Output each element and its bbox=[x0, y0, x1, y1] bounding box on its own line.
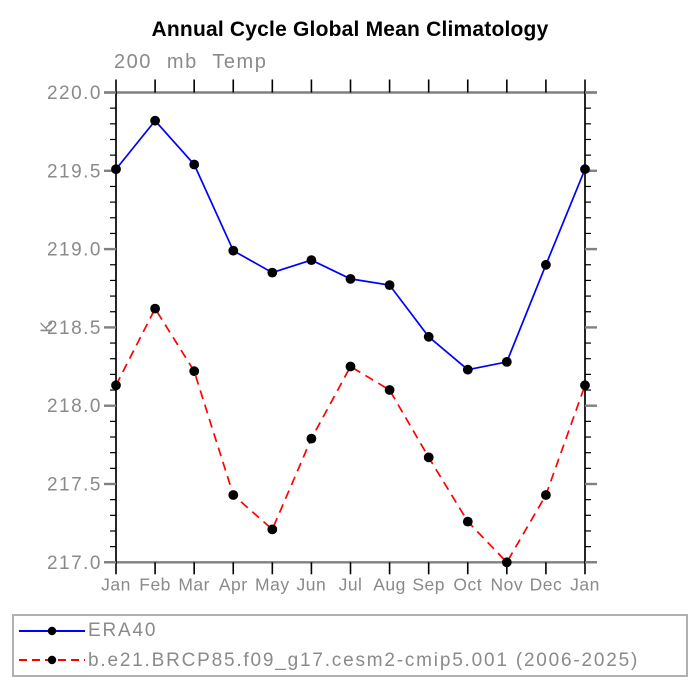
data-point-marker bbox=[267, 267, 278, 278]
series-model bbox=[111, 303, 590, 568]
data-point-marker bbox=[345, 274, 356, 284]
data-point-marker bbox=[384, 385, 395, 395]
data-point-marker bbox=[541, 259, 551, 270]
data-point-marker bbox=[228, 490, 239, 500]
data-point-marker bbox=[150, 115, 161, 126]
y-axis-label: K bbox=[37, 321, 56, 333]
series-era40 bbox=[111, 115, 590, 375]
chart-title: Annual Cycle Global Mean Climatology bbox=[151, 18, 549, 41]
y-tick-label: 219.0 bbox=[47, 240, 102, 261]
data-point-marker bbox=[150, 303, 161, 314]
x-tick-label: Nov bbox=[491, 574, 524, 594]
data-point-marker bbox=[306, 255, 317, 265]
data-point-marker bbox=[384, 280, 395, 290]
x-tick-label: Jan bbox=[101, 574, 131, 594]
x-tick-label: Jul bbox=[339, 574, 363, 594]
legend-label-era40: ERA40 bbox=[88, 620, 158, 642]
data-point-marker bbox=[501, 357, 512, 367]
x-tick-label: Jun bbox=[297, 574, 327, 594]
y-tick-label: 217.0 bbox=[47, 553, 102, 574]
y-axis: 220.0 219.5 219.0 218.5 218.0 217.5 217.0 bbox=[47, 83, 597, 574]
data-point-marker bbox=[423, 452, 434, 463]
y-tick-label: 218.0 bbox=[47, 396, 102, 417]
y-tick-label: 219.5 bbox=[47, 161, 102, 182]
x-axis: Jan Feb Mar Apr May Jun Jul Aug Sep Oct Nov Dec Jan bbox=[101, 79, 600, 594]
data-point-marker bbox=[345, 361, 356, 372]
x-tick-label: Apr bbox=[219, 574, 248, 594]
data-point-marker bbox=[580, 380, 590, 391]
data-point-marker bbox=[462, 364, 473, 375]
x-tick-label: Mar bbox=[178, 574, 210, 594]
model-line-marker-icon bbox=[19, 656, 85, 665]
legend-box: ERA40 b.e21.BRCP85.f09_g17.cesm2-cmip5.0… bbox=[12, 614, 688, 677]
axes bbox=[104, 91, 597, 564]
data-point-marker bbox=[189, 159, 200, 170]
data-point-marker bbox=[111, 164, 121, 175]
era40-line-marker-icon bbox=[19, 626, 85, 635]
legend-item-era40: ERA40 bbox=[16, 621, 686, 640]
data-point-marker bbox=[541, 490, 551, 500]
y-tick-label: 218.5 bbox=[47, 318, 102, 339]
y-tick-label: 217.5 bbox=[47, 475, 102, 496]
x-tick-label: Oct bbox=[453, 574, 482, 594]
x-tick-label: Feb bbox=[139, 574, 171, 594]
data-point-marker bbox=[111, 380, 121, 391]
data-point-marker bbox=[501, 557, 512, 568]
data-point-marker bbox=[228, 245, 239, 256]
x-tick-label: Sep bbox=[412, 574, 445, 594]
x-tick-label: May bbox=[255, 574, 290, 594]
chart-subtitle: 200 mb Temp bbox=[114, 51, 268, 73]
x-tick-label: Dec bbox=[530, 574, 563, 594]
legend-label-model: b.e21.BRCP85.f09_g17.cesm2-cmip5.001 (20… bbox=[88, 649, 640, 671]
legend-item-model: b.e21.BRCP85.f09_g17.cesm2-cmip5.001 (20… bbox=[16, 651, 686, 670]
data-point-marker bbox=[267, 524, 278, 535]
data-point-marker bbox=[423, 331, 434, 342]
data-point-marker bbox=[580, 164, 590, 175]
x-tick-label: Aug bbox=[373, 574, 406, 594]
data-point-marker bbox=[306, 433, 317, 444]
data-point-marker bbox=[462, 516, 473, 527]
x-tick-label: Jan bbox=[570, 574, 600, 594]
data-point-marker bbox=[189, 366, 200, 377]
y-tick-label: 220.0 bbox=[47, 83, 102, 104]
